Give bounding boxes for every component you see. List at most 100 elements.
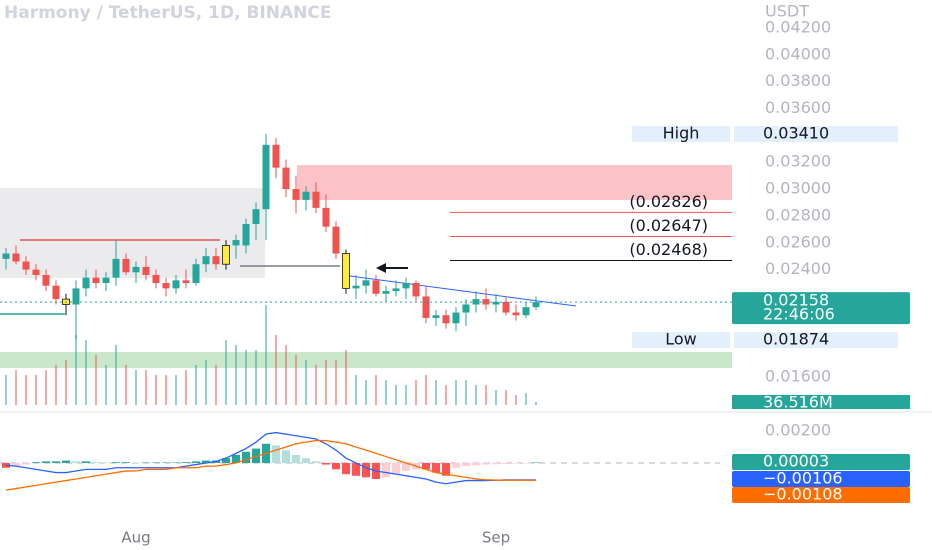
volume-bar: [125, 365, 127, 405]
candle-body: [432, 315, 440, 318]
volume-bar: [355, 375, 357, 405]
histogram-bar: [492, 462, 500, 465]
histogram-bar: [282, 450, 290, 463]
axis-unit: USDT: [765, 2, 809, 21]
y-tick-label: 0.02600: [765, 232, 831, 251]
price-label-value: 0.01874: [763, 330, 829, 349]
volume-bar: [225, 340, 227, 405]
volume-bar: [525, 393, 527, 405]
volume-bar: [435, 380, 437, 405]
volume-bar: [265, 305, 267, 405]
candle-body: [362, 280, 370, 286]
x-tick-label: Sep: [482, 529, 510, 547]
histogram-bar: [22, 462, 30, 465]
histogram-bar: [172, 462, 180, 463]
candle-body: [52, 285, 60, 300]
candle-body: [262, 144, 270, 210]
histogram-bar: [202, 460, 210, 463]
histogram-bar: [122, 462, 130, 463]
histogram-bar: [312, 461, 320, 463]
last-price-label: 0.02158: [763, 291, 829, 310]
candle-body: [192, 264, 200, 284]
candle-body: [132, 266, 140, 273]
histogram-bar: [272, 445, 280, 463]
y-tick-label: 0.02800: [765, 205, 831, 224]
candle-body: [242, 223, 250, 246]
candle-body: [2, 253, 10, 259]
candle-body: [412, 283, 420, 297]
candle-body: [282, 167, 290, 190]
candle-body: [342, 253, 350, 289]
histogram-bar: [72, 461, 80, 463]
histogram-bar: [472, 462, 480, 466]
histogram-bar: [232, 454, 240, 463]
volume-bar: [445, 385, 447, 405]
last-price-box: [732, 292, 910, 325]
histogram-bar: [42, 461, 50, 463]
volume-bar: [55, 365, 57, 405]
candle-body: [512, 312, 520, 316]
volume-bar: [295, 355, 297, 405]
volume-bar: [375, 375, 377, 405]
price-label-name: Low: [665, 330, 697, 349]
trend-line: [349, 275, 577, 307]
histogram-bar: [462, 462, 470, 467]
candle-body: [92, 277, 100, 284]
volume-bar: [75, 335, 77, 405]
volume-bar: [475, 385, 477, 405]
volume-bar: [15, 370, 17, 405]
histogram-bar: [112, 462, 120, 463]
macd-label-box: [732, 471, 910, 487]
volume-bar: [485, 385, 487, 405]
volume-bar: [95, 355, 97, 405]
price-label-box: [734, 126, 898, 143]
volume-bar: [325, 360, 327, 405]
volume-bar: [455, 380, 457, 405]
volume-bar: [205, 360, 207, 405]
volume-bar: [405, 385, 407, 405]
candle-body: [322, 207, 330, 227]
price-label-value: 0.03410: [763, 124, 829, 143]
price-label-name: High: [663, 124, 700, 143]
histogram-bar: [352, 462, 360, 476]
histogram-bar: [242, 451, 250, 463]
price-label-box: [632, 126, 730, 143]
volume-bar: [85, 340, 87, 405]
candle-body: [22, 261, 30, 270]
volume-bar: [275, 335, 277, 405]
histogram-bar: [192, 461, 200, 463]
candle-body: [172, 280, 180, 289]
zone: [297, 165, 732, 200]
volume-bar: [185, 370, 187, 405]
histogram-bar: [422, 462, 430, 470]
volume-bar: [165, 375, 167, 405]
candle-body: [462, 304, 470, 313]
y-tick-label: 0.00200: [765, 420, 831, 439]
candle-body: [522, 307, 530, 316]
candle-body: [452, 312, 460, 324]
candle-body: [152, 274, 160, 284]
candle-body: [232, 240, 240, 246]
macd-label-box: [732, 454, 910, 470]
level-label: (0.02826): [629, 192, 708, 211]
level-label: (0.02647): [629, 216, 708, 235]
candle-body: [102, 277, 110, 284]
volume-bar: [535, 401, 537, 405]
candle-body: [42, 274, 50, 286]
candle-body: [382, 291, 390, 294]
volume-bar: [255, 350, 257, 405]
candle-body: [312, 191, 320, 208]
volume-bar: [25, 375, 27, 405]
volume-bar: [495, 390, 497, 405]
macd-label: 0.00003: [763, 452, 829, 471]
volume-bar: [195, 365, 197, 405]
volume-bar: [465, 380, 467, 405]
candle-body: [492, 301, 500, 305]
volume-bar: [115, 345, 117, 405]
histogram-bar: [402, 462, 410, 471]
candle-body: [142, 266, 150, 275]
volume-bar: [305, 360, 307, 405]
histogram-bar: [322, 462, 330, 465]
macd-label: −0.00106: [763, 469, 843, 488]
